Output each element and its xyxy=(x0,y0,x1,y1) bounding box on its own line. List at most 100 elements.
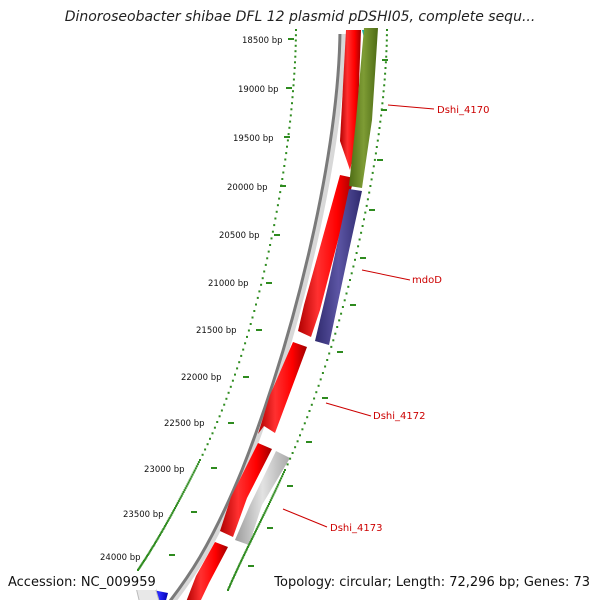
scale-dot xyxy=(158,535,161,538)
scale-dot xyxy=(220,409,223,412)
scale-dot xyxy=(137,569,139,571)
scale-dot xyxy=(338,319,341,322)
scale-dot xyxy=(154,540,157,543)
scale-dot xyxy=(192,471,195,474)
scale-dot xyxy=(363,218,365,221)
scale-dot xyxy=(170,513,173,516)
scale-dot xyxy=(291,102,293,105)
scale-dot xyxy=(165,523,167,526)
scale-dot xyxy=(218,415,221,418)
scale-dot xyxy=(379,120,382,123)
scale-dot xyxy=(295,29,297,31)
scale-dot xyxy=(188,479,191,482)
scale-dot xyxy=(296,440,299,443)
scale-dot xyxy=(366,198,369,201)
scale-dot xyxy=(287,133,290,136)
scale-dot xyxy=(385,50,388,53)
scale-dot xyxy=(276,485,279,488)
scale-dot xyxy=(286,139,289,142)
gene-label-dshi-4172[interactable]: Dshi_4172 xyxy=(373,411,425,422)
scale-dot xyxy=(138,566,141,569)
gene-label-dshi-4173[interactable]: Dshi_4173 xyxy=(330,523,382,534)
scale-dot xyxy=(386,29,388,31)
scale-dot xyxy=(157,536,160,539)
scale-dot xyxy=(230,580,233,582)
scale-dot xyxy=(189,477,192,480)
scale-dot xyxy=(151,546,154,549)
tick-label: 20000 bp xyxy=(227,183,268,193)
gene-red-5 xyxy=(186,542,228,602)
scale-dot xyxy=(341,306,344,308)
scale-dot xyxy=(303,422,306,425)
scale-dot xyxy=(141,562,144,565)
scale-dot xyxy=(190,475,193,478)
scale-dot xyxy=(284,158,287,161)
scale-dot xyxy=(213,426,216,429)
scale-dot xyxy=(374,152,377,155)
scale-dot xyxy=(289,457,292,460)
scale-dot xyxy=(274,489,277,492)
tick-label: 22000 bp xyxy=(181,373,222,383)
scale-dot xyxy=(229,385,232,388)
scale-dot xyxy=(290,108,293,111)
scale-dot xyxy=(350,272,353,275)
scale-dot xyxy=(242,348,245,351)
scale-dot xyxy=(273,224,276,227)
scale-dot xyxy=(177,500,180,503)
scale-dot xyxy=(299,434,301,437)
scale-dot xyxy=(268,501,271,504)
scale-dot xyxy=(239,561,242,564)
scale-dot xyxy=(246,335,248,338)
scale-dot xyxy=(294,446,297,449)
scale-dot xyxy=(279,479,282,482)
scale-dot xyxy=(345,292,348,295)
label-line-dshi-4170 xyxy=(387,104,435,110)
scale-dot xyxy=(352,265,355,268)
scale-dot xyxy=(169,515,172,518)
scale-dot xyxy=(249,323,252,325)
scale-dot xyxy=(381,102,384,105)
scale-dot xyxy=(184,487,187,490)
scale-dot xyxy=(272,493,275,496)
scale-dot xyxy=(270,497,273,500)
scale-dot xyxy=(229,583,232,585)
scale-dot xyxy=(278,197,281,200)
scale-dot xyxy=(228,586,231,588)
scale-dot xyxy=(282,473,284,476)
scale-dot xyxy=(142,560,145,562)
scale-dot xyxy=(260,517,263,520)
scale-dot xyxy=(182,491,185,493)
scale-dot xyxy=(292,84,295,87)
scale-dot xyxy=(251,316,254,319)
scale-dot xyxy=(225,397,228,400)
scale-dot xyxy=(246,547,249,550)
scale-dot xyxy=(232,577,235,579)
scale-dot xyxy=(175,505,177,508)
scale-dot xyxy=(227,589,229,591)
scale-dot xyxy=(274,217,277,220)
scale-dot xyxy=(139,564,142,567)
gene-label-dshi-4170[interactable]: Dshi_4170 xyxy=(437,105,489,116)
scale-dot xyxy=(332,339,335,342)
scale-dot xyxy=(266,506,269,509)
scale-dot xyxy=(368,191,371,194)
scale-dot xyxy=(244,550,247,553)
scale-dot xyxy=(153,543,156,546)
scale-dot xyxy=(336,326,339,328)
scale-dot xyxy=(253,533,256,535)
tick-label: 18500 bp xyxy=(242,36,283,46)
scale-dot xyxy=(310,403,313,406)
label-line-mdoD xyxy=(361,269,411,281)
gene-label-mdoD[interactable]: mdoD xyxy=(412,275,442,286)
scale-dot xyxy=(250,537,253,540)
scale-dot xyxy=(140,563,143,566)
scale-dot xyxy=(286,463,289,466)
scale-dot xyxy=(271,230,274,233)
scale-dot xyxy=(267,504,270,507)
scale-dot xyxy=(247,329,250,332)
scale-dot xyxy=(237,564,240,567)
tick-marks xyxy=(169,38,388,567)
scale-dot xyxy=(275,210,278,213)
scale-dot xyxy=(326,359,329,361)
scale-dot xyxy=(231,379,234,382)
